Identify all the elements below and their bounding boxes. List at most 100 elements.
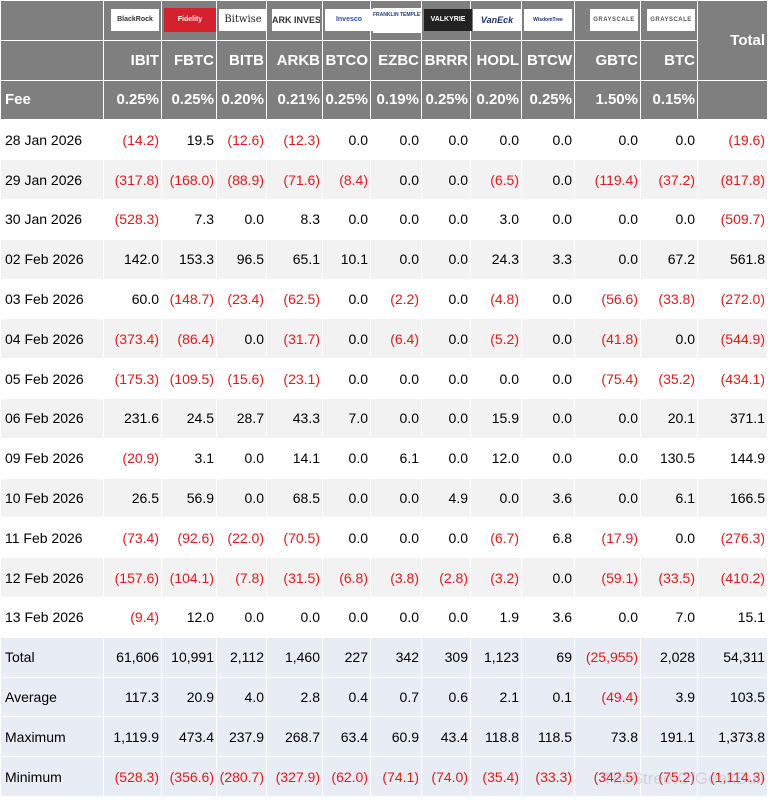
summary-cell: 0.4: [322, 676, 371, 718]
flow-cell: 26.5: [103, 477, 162, 519]
flow-cell: 0.0: [322, 596, 371, 638]
summary-cell: 237.9: [216, 716, 267, 758]
summary-cell: 2,112: [216, 636, 267, 678]
flow-cell: 43.3: [266, 397, 323, 439]
flow-cell: (2.2): [370, 278, 422, 320]
date-cell: 11 Feb 2026: [0, 517, 104, 559]
flow-cell: 0.0: [574, 238, 641, 280]
issuer-logo-cell: VanEck: [470, 0, 522, 41]
row-total-cell: 166.5: [697, 477, 768, 519]
flow-cell: (14.2): [103, 119, 162, 161]
flow-cell: 0.0: [322, 119, 371, 161]
flow-cell: (3.2): [470, 557, 522, 598]
ticker-header: IBIT: [103, 39, 162, 81]
flow-cell: 0.0: [521, 358, 575, 399]
summary-cell: 1,373.8: [697, 716, 768, 758]
date-cell: 03 Feb 2026: [0, 278, 104, 320]
issuer-logo: ARK INVEST: [272, 9, 320, 32]
flow-cell: 6.1: [640, 477, 698, 519]
summary-cell: (62.0): [322, 756, 371, 797]
row-total-cell: (410.2): [697, 557, 768, 598]
row-total-cell: 144.9: [697, 437, 768, 479]
summary-cell: 4.0: [216, 676, 267, 718]
issuer-logo: BlackRock: [111, 9, 159, 32]
summary-label: Minimum: [0, 756, 104, 797]
fee-value: 1.50%: [574, 79, 641, 121]
fee-value: 0.25%: [103, 79, 162, 121]
summary-cell: (1,114.3): [697, 756, 768, 797]
summary-cell: 103.5: [697, 676, 768, 718]
flow-cell: 0.0: [370, 198, 422, 240]
flow-cell: (59.1): [574, 557, 641, 598]
flow-cell: 67.2: [640, 238, 698, 280]
summary-cell: 61,606: [103, 636, 162, 678]
summary-cell: 73.8: [574, 716, 641, 758]
flow-cell: (33.8): [640, 278, 698, 320]
flow-cell: (2.8): [421, 557, 471, 598]
flow-cell: 0.0: [421, 159, 471, 200]
flow-cell: 0.0: [322, 198, 371, 240]
issuer-logo: VALKYRIE: [424, 9, 472, 32]
flow-cell: 8.3: [266, 198, 323, 240]
row-total-cell: 371.1: [697, 397, 768, 439]
summary-cell: 268.7: [266, 716, 323, 758]
summary-cell: 1,460: [266, 636, 323, 678]
table-row: 02 Feb 2026 142.0 153.3 96.5 65.1 10.1 0.0 0.0 2…: [0, 238, 768, 280]
summary-cell: 69: [521, 636, 575, 678]
table-row: 11 Feb 2026 (73.4) (92.6) (22.0) (70.5) 0.0 0.…: [0, 517, 768, 559]
summary-cell: 0.6: [421, 676, 471, 718]
flow-cell: (23.1): [266, 358, 323, 399]
flow-cell: 0.0: [574, 119, 641, 161]
fee-value: 0.20%: [470, 79, 522, 121]
flow-cell: 0.0: [370, 397, 422, 439]
flow-cell: 28.7: [216, 397, 267, 439]
flow-cell: 3.6: [521, 477, 575, 519]
flow-cell: 0.0: [322, 278, 371, 320]
flow-cell: (31.5): [266, 557, 323, 598]
flow-cell: 12.0: [161, 596, 217, 638]
summary-cell: 0.7: [370, 676, 422, 718]
ticker-header: BTCW: [521, 39, 575, 81]
date-cell: 09 Feb 2026: [0, 437, 104, 479]
table-row: 06 Feb 2026 231.6 24.5 28.7 43.3 7.0 0.0 0.0 15.…: [0, 397, 768, 439]
flow-cell: 0.0: [574, 198, 641, 240]
flow-cell: 0.0: [521, 198, 575, 240]
table-row: 28 Jan 2026 (14.2) 19.5 (12.6) (12.3) 0.0 0.0 0…: [0, 119, 768, 161]
date-cell: 06 Feb 2026: [0, 397, 104, 439]
summary-cell: 2.1: [470, 676, 522, 718]
flow-cell: 0.0: [521, 437, 575, 479]
summary-cell: 3.9: [640, 676, 698, 718]
flow-cell: 4.9: [421, 477, 471, 519]
summary-cell: 43.4: [421, 716, 471, 758]
date-cell: 02 Feb 2026: [0, 238, 104, 280]
row-total-cell: (509.7): [697, 198, 768, 240]
flow-cell: 0.0: [322, 318, 371, 360]
row-total-cell: 561.8: [697, 238, 768, 280]
flow-cell: 0.0: [216, 198, 267, 240]
flow-cell: 0.0: [421, 596, 471, 638]
table-row: 13 Feb 2026 (9.4) 12.0 0.0 0.0 0.0 0.0 0.0 1.9 3.…: [0, 596, 768, 638]
flow-cell: (104.1): [161, 557, 217, 598]
fee-total-empty: [697, 79, 768, 121]
fee-value: 0.20%: [216, 79, 267, 121]
fee-row: Fee 0.25% 0.25% 0.20% 0.21% 0.25% 0.19% 0.25% 0.…: [0, 79, 768, 121]
summary-cell: (33.3): [521, 756, 575, 797]
flow-cell: (6.7): [470, 517, 522, 559]
flow-cell: 0.0: [640, 198, 698, 240]
flow-cell: 20.1: [640, 397, 698, 439]
flow-cell: 1.9: [470, 596, 522, 638]
flow-cell: (6.4): [370, 318, 422, 360]
fee-value: 0.25%: [421, 79, 471, 121]
flow-cell: 231.6: [103, 397, 162, 439]
flow-cell: 0.0: [216, 318, 267, 360]
flow-cell: (6.5): [470, 159, 522, 200]
flow-cell: (20.9): [103, 437, 162, 479]
flow-cell: 0.0: [322, 437, 371, 479]
flow-cell: (8.4): [322, 159, 371, 200]
flow-cell: 15.9: [470, 397, 522, 439]
fee-value: 0.25%: [161, 79, 217, 121]
fee-value: 0.15%: [640, 79, 698, 121]
summary-cell: (74.1): [370, 756, 422, 797]
flow-cell: 130.5: [640, 437, 698, 479]
summary-label: Average: [0, 676, 104, 718]
